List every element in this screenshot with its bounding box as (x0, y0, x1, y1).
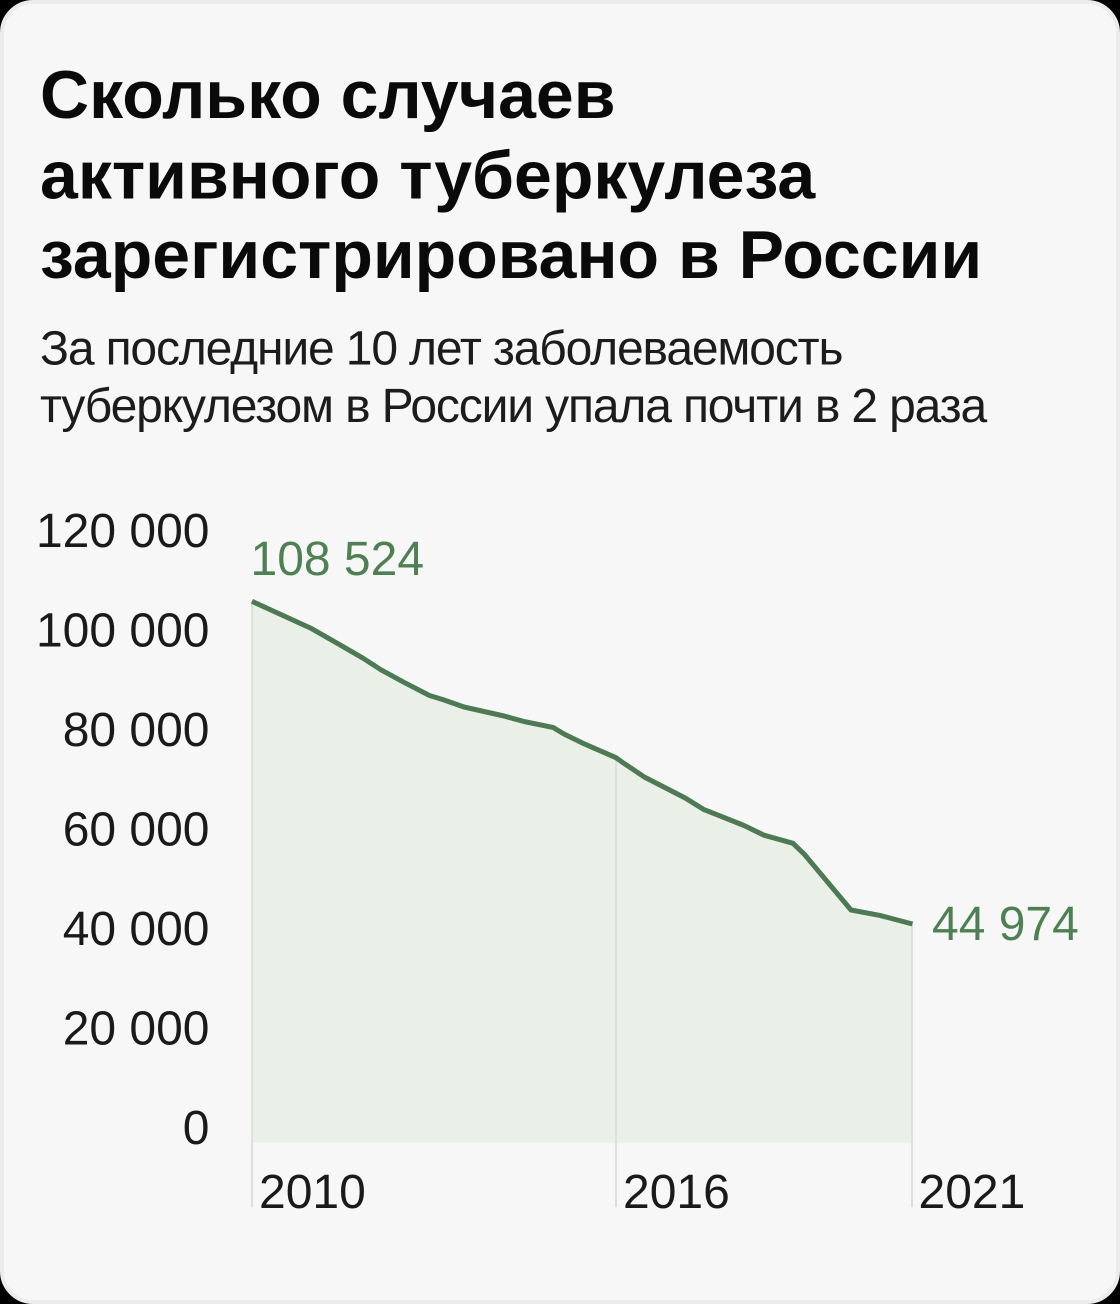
svg-text:120 000: 120 000 (36, 505, 210, 558)
svg-text:2016: 2016 (623, 1166, 730, 1219)
svg-text:40 000: 40 000 (63, 903, 210, 956)
svg-text:зарегистрировано в России: зарегистрировано в России (40, 217, 982, 293)
svg-text:100 000: 100 000 (36, 605, 210, 658)
svg-text:80 000: 80 000 (63, 704, 210, 757)
svg-text:активного туберкулеза: активного туберкулеза (40, 138, 816, 214)
svg-text:Сколько случаев: Сколько случаев (40, 57, 616, 133)
svg-text:За последние 10 лет заболеваем: За последние 10 лет заболеваемость (40, 323, 842, 376)
svg-text:0: 0 (183, 1102, 210, 1155)
svg-text:туберкулезом в России упала по: туберкулезом в России упала почти в 2 ра… (40, 380, 988, 433)
svg-text:20 000: 20 000 (63, 1003, 210, 1056)
svg-text:2021: 2021 (919, 1166, 1026, 1219)
svg-text:44 974: 44 974 (932, 898, 1079, 951)
svg-text:60 000: 60 000 (63, 804, 210, 857)
svg-text:108 524: 108 524 (251, 533, 425, 586)
svg-text:2010: 2010 (259, 1166, 366, 1219)
